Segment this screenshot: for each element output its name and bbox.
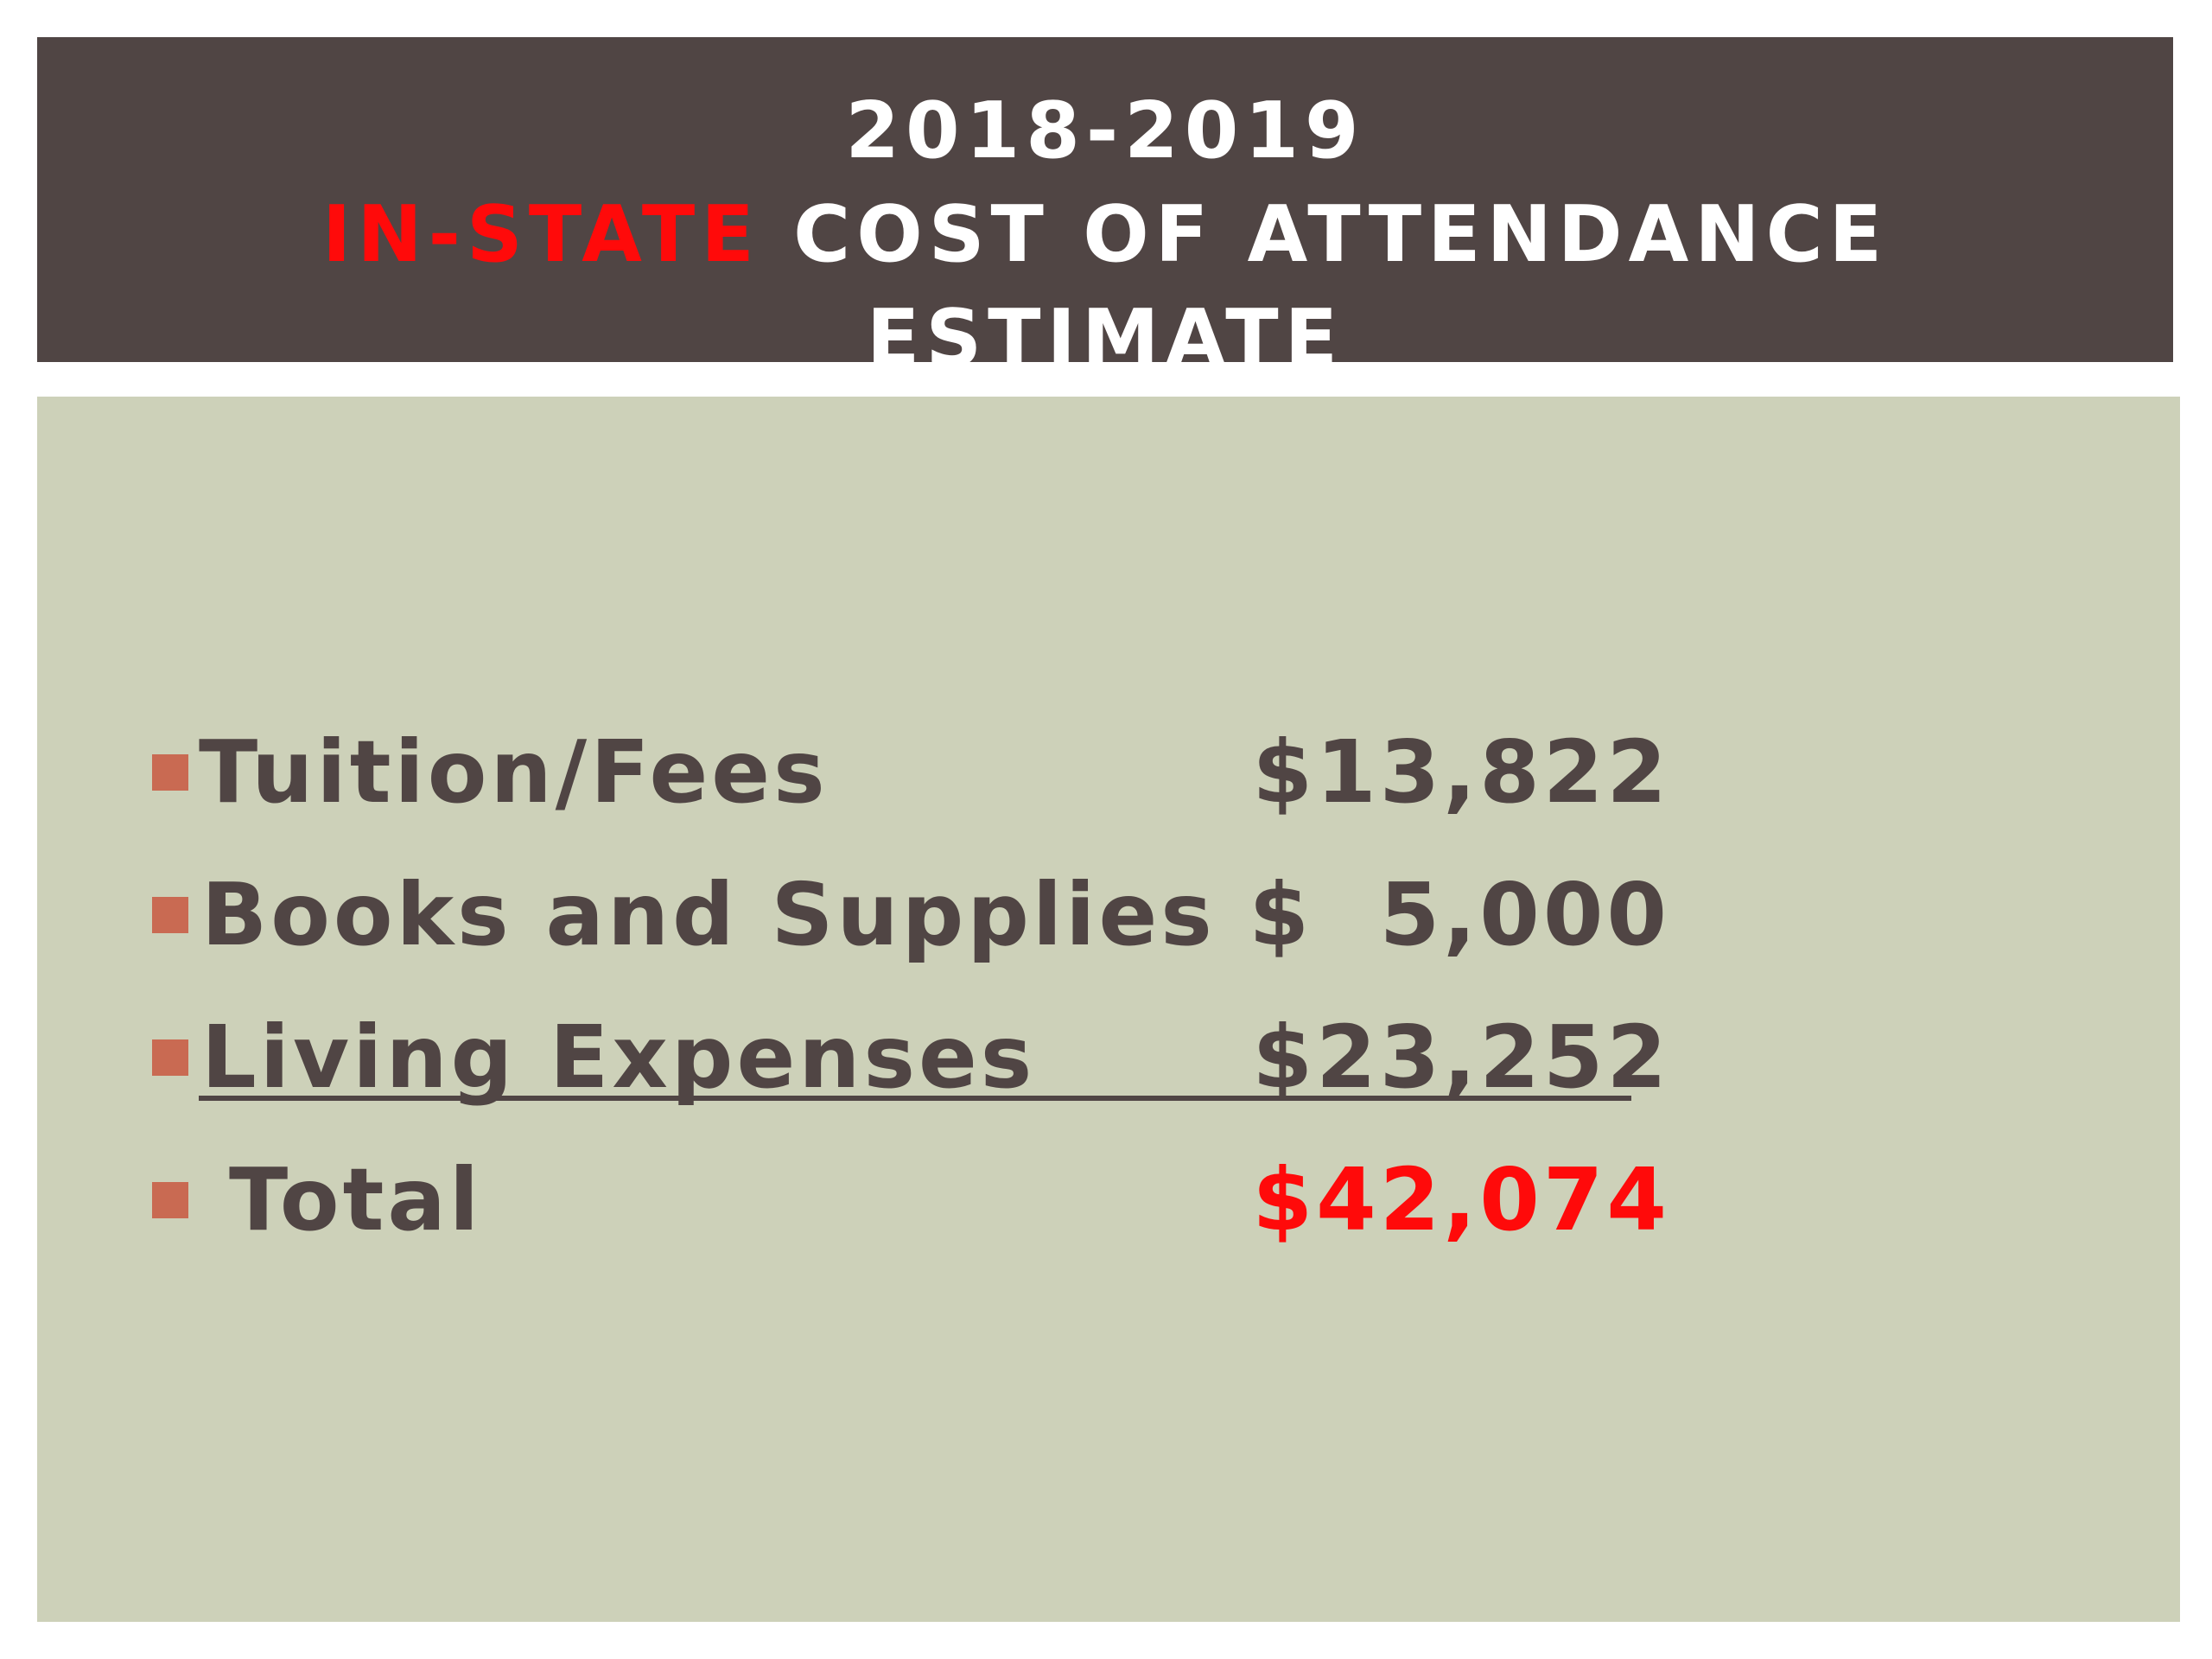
item-label: Tuition/Fees: [199, 721, 829, 823]
title-rest: COST OF ATTENDANCE: [793, 189, 1889, 280]
list-item-tuition: Tuition/Fees $13,822: [37, 708, 2180, 837]
title-main-line: IN-STATE COST OF ATTENDANCE: [37, 183, 2173, 287]
total-amount: $42,074: [1252, 1149, 1670, 1250]
cost-content: Tuition/Fees $13,822 Books and Supplies …: [37, 397, 2180, 1622]
title-estimate-line: ESTIMATE: [37, 287, 2173, 391]
item-label: Living Expenses: [201, 1007, 1036, 1108]
bullet-icon: [152, 1039, 188, 1076]
bullet-icon: [152, 897, 188, 933]
item-label: Total: [229, 1149, 483, 1250]
bullet-icon: [152, 754, 188, 791]
item-amount: $13,822: [1252, 721, 1670, 823]
list-item-total: Total $42,074: [37, 1135, 2180, 1265]
title-accent: IN-STATE: [321, 189, 760, 280]
list-item-living: Living Expenses $23,252: [37, 993, 2180, 1122]
title-year: 2018-2019: [845, 86, 1365, 176]
item-amount: $23,252: [1252, 1007, 1670, 1108]
bullet-icon: [152, 1182, 188, 1218]
list-item-books: Books and Supplies $ 5,000: [37, 850, 2180, 980]
slide-title: 2018-2019 IN-STATE COST OF ATTENDANCE ES…: [37, 37, 2173, 384]
item-amount: $ 5,000: [1249, 864, 1670, 965]
subtotal-rule: [199, 1096, 1631, 1101]
title-estimate: ESTIMATE: [866, 293, 1344, 384]
item-label: Books and Supplies: [201, 864, 1216, 965]
